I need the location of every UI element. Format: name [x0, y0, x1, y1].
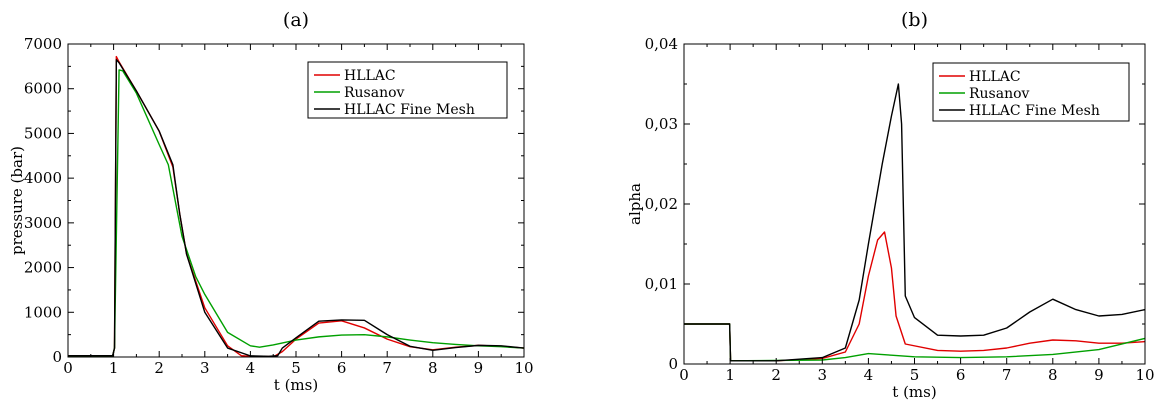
- y-tick-label: 0,04: [645, 35, 678, 53]
- x-tick-label: 0: [63, 359, 73, 377]
- y-tick-label: 1000: [24, 303, 62, 321]
- series-line-hllac: [684, 231, 1145, 362]
- x-tick-label: 0: [679, 366, 689, 384]
- x-tick-label: 8: [1048, 366, 1058, 384]
- series-line-rusanov: [684, 323, 1145, 362]
- legend-box: [932, 62, 1130, 122]
- y-tick-label: 6000: [24, 80, 62, 98]
- y-tick-label: 4000: [24, 169, 62, 187]
- x-tick-label: 9: [474, 359, 484, 377]
- x-tick-label: 10: [1135, 366, 1154, 384]
- legend-entry: Rusanov: [344, 85, 405, 101]
- panel-label: (a): [283, 9, 309, 31]
- y-tick-label: 0,02: [645, 195, 678, 213]
- legend-entry: HLLAC: [344, 68, 396, 84]
- series-line-hllac-fine-mesh: [684, 83, 1145, 362]
- x-tick-label: 7: [382, 359, 392, 377]
- chart-panel-a: (a) 0 1 2 3 4 5 6 7 8 9 10 0 1000 2000 3000 4000 5000 6000…: [8, 9, 534, 394]
- x-tick-label: 9: [1094, 366, 1104, 384]
- x-tick-label: 4: [864, 366, 874, 384]
- x-tick-label: 3: [818, 366, 828, 384]
- x-tick-label: 4: [246, 359, 256, 377]
- legend-box: [307, 61, 508, 119]
- y-axis-label: alpha: [626, 183, 644, 225]
- x-tick-label: 7: [1002, 366, 1012, 384]
- x-tick-label: 3: [200, 359, 210, 377]
- y-tick-label: 0,01: [645, 275, 678, 293]
- panel-label: (b): [901, 9, 928, 31]
- y-tick-label: 2000: [24, 259, 62, 277]
- x-tick-label: 8: [428, 359, 438, 377]
- x-tick-label: 1: [725, 366, 735, 384]
- y-tick-label: 0: [668, 355, 678, 373]
- legend-entry: HLLAC Fine Mesh: [344, 102, 475, 118]
- legend-entry: Rusanov: [969, 86, 1030, 102]
- y-tick-label: 7000: [24, 35, 62, 53]
- x-tick-label: 1: [109, 359, 119, 377]
- x-tick-label: 5: [910, 366, 920, 384]
- x-axis-label: t (ms): [274, 376, 318, 394]
- legend-entry: HLLAC Fine Mesh: [969, 103, 1100, 119]
- series-line-rusanov: [68, 69, 524, 357]
- x-axis-label: t (ms): [892, 383, 936, 401]
- x-tick-label: 5: [291, 359, 301, 377]
- x-tick-label: 6: [956, 366, 966, 384]
- series-line-hllac-fine-mesh: [68, 58, 524, 357]
- series-group: [68, 55, 524, 357]
- x-tick-label: 2: [154, 359, 164, 377]
- y-axis-label: pressure (bar): [8, 146, 26, 255]
- x-tick-label: 10: [514, 359, 533, 377]
- chart-panel-b: (b) 0 1 2 3 4 5 6 7 8 9 10 0 0,01 0,02 0,03 0,04 t (ms) al…: [626, 9, 1155, 401]
- y-tick-label: 5000: [24, 124, 62, 142]
- y-tick-label: 3000: [24, 214, 62, 232]
- y-tick-label: 0: [52, 348, 62, 366]
- legend-entry: HLLAC: [969, 69, 1021, 85]
- x-tick-label: 2: [771, 366, 781, 384]
- x-tick-label: 6: [337, 359, 347, 377]
- y-tick-label: 0,03: [645, 115, 678, 133]
- series-group: [684, 83, 1145, 362]
